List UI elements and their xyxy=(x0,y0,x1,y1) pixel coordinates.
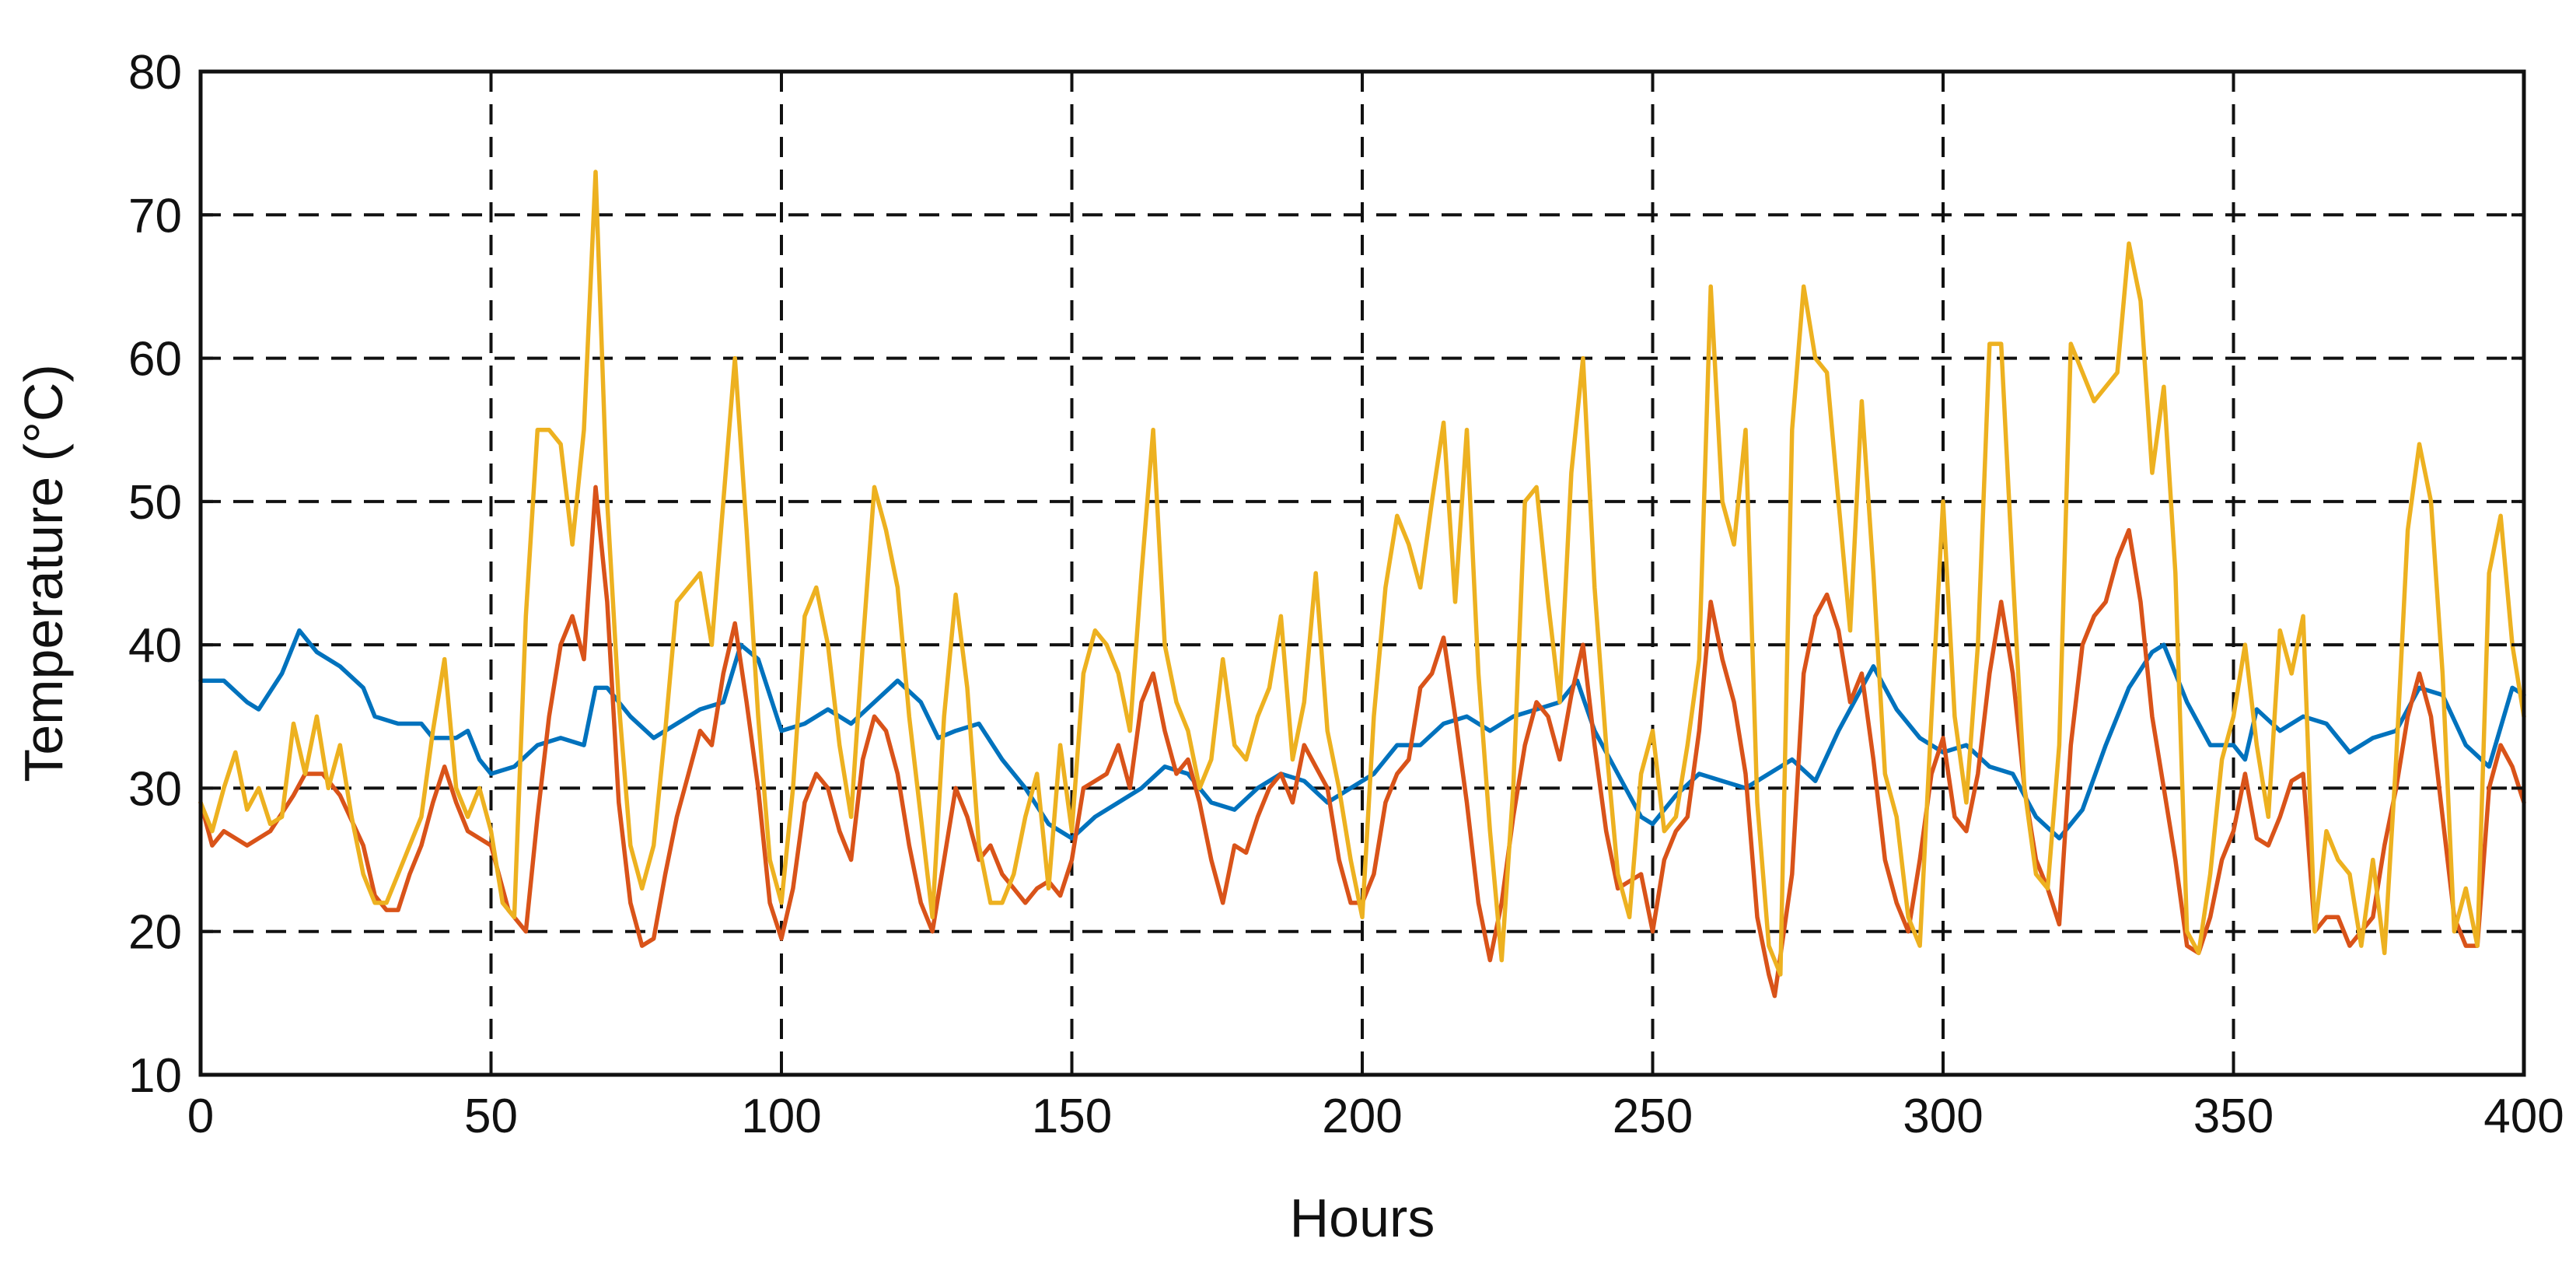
y-tick-label: 20 xyxy=(128,906,182,960)
x-tick-label: 300 xyxy=(1903,1090,1983,1143)
series-layer xyxy=(198,170,2526,999)
x-tick-label: 200 xyxy=(1322,1090,1402,1143)
y-tick-label: 40 xyxy=(128,619,182,673)
x-tick-label: 400 xyxy=(2483,1090,2564,1143)
grid-layer xyxy=(201,72,2524,1075)
x-tick-label: 50 xyxy=(464,1090,518,1143)
y-tick-label: 30 xyxy=(128,762,182,816)
y-tick-label: 60 xyxy=(128,333,182,387)
x-tick-label: 100 xyxy=(741,1090,821,1143)
series-line-3 xyxy=(198,170,2526,977)
x-axis-title: Hours xyxy=(1290,1188,1435,1248)
x-tick-label: 350 xyxy=(2193,1090,2274,1143)
y-tick-label: 70 xyxy=(128,189,182,243)
series-line-2 xyxy=(198,485,2526,999)
y-tick-label: 80 xyxy=(128,46,182,100)
x-tick-label: 0 xyxy=(187,1090,214,1143)
x-tick-label: 250 xyxy=(1613,1090,1693,1143)
y-tick-label: 50 xyxy=(128,476,182,530)
y-tick-label: 10 xyxy=(128,1049,182,1103)
y-axis-title: Temperature (°C) xyxy=(13,364,74,782)
tick-layer: 0 50 100 150 200 250 300 350 400 10 20 30 40 50 60 70 80 xyxy=(128,46,2564,1143)
x-tick-label: 150 xyxy=(1032,1090,1112,1143)
